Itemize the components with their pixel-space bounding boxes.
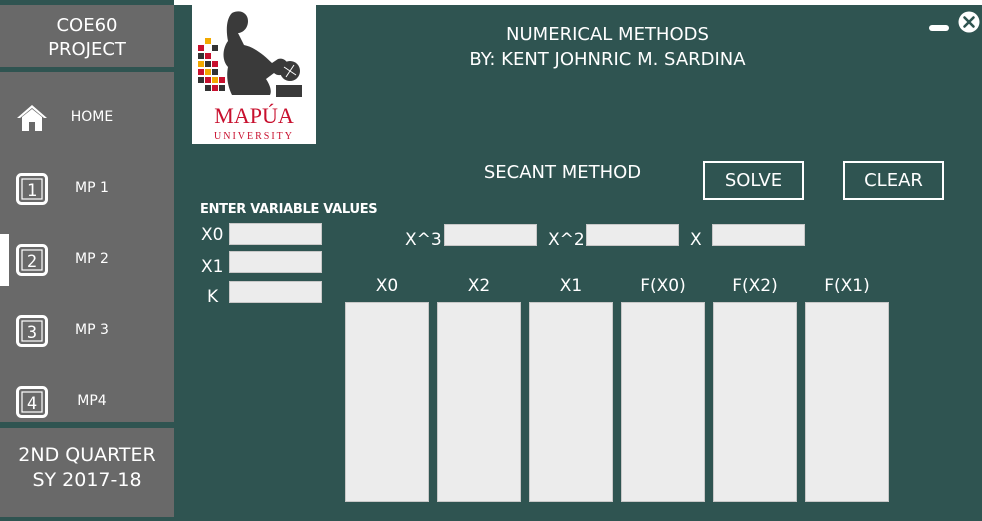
sidebar-item-mp1[interactable]: 1 MP 1: [0, 163, 174, 215]
svg-text:1: 1: [27, 181, 37, 201]
project-code: COE60: [56, 15, 118, 36]
x1-input[interactable]: [229, 251, 322, 273]
title-line-2: BY: KENT JOHNRIC M. SARDINA: [469, 49, 746, 70]
results-list-fx2[interactable]: [713, 302, 797, 502]
close-icon: [958, 11, 980, 33]
project-label: PROJECT: [48, 39, 126, 60]
home-icon: [17, 105, 47, 131]
university-logo: MAPÚA UNIVERSITY: [192, 5, 316, 144]
sidebar-nav: HOME 1 MP 1 2 MP 2: [0, 72, 174, 422]
number-two-icon: 2: [16, 244, 48, 276]
column-header-x1: X1: [559, 276, 583, 296]
active-indicator: [0, 234, 9, 286]
title-line-1: NUMERICAL METHODS: [506, 24, 709, 45]
x1-label: X1: [201, 257, 224, 277]
x-squared-label: X^2: [548, 230, 585, 250]
solve-button[interactable]: SOLVE: [703, 161, 804, 200]
minimize-button[interactable]: [928, 17, 950, 31]
sidebar-item-mp4[interactable]: 4 MP4: [0, 376, 174, 428]
x-input[interactable]: [712, 224, 805, 246]
x-label: X: [690, 230, 702, 250]
sidebar-item-label: MP 1: [75, 180, 109, 196]
method-title: SECANT METHOD: [483, 162, 642, 183]
results-list-x2[interactable]: [437, 302, 521, 502]
svg-text:3: 3: [27, 323, 37, 343]
x0-label: X0: [201, 225, 224, 245]
svg-text:UNIVERSITY: UNIVERSITY: [214, 131, 294, 142]
number-four-icon: 4: [16, 386, 48, 418]
results-list-fx0[interactable]: [621, 302, 705, 502]
minimize-icon: [929, 25, 949, 31]
number-one-icon: 1: [16, 173, 48, 205]
close-button[interactable]: [958, 11, 980, 33]
sidebar-item-label: MP 2: [75, 251, 109, 267]
svg-text:4: 4: [27, 394, 37, 414]
sidebar-item-home[interactable]: HOME: [0, 92, 174, 144]
sidebar-item-mp2[interactable]: 2 MP 2: [0, 234, 174, 286]
results-list-x0[interactable]: [345, 302, 429, 502]
column-header-fx1: F(X1): [824, 276, 870, 296]
sidebar-item-label: MP4: [77, 393, 107, 409]
x-cubed-input[interactable]: [444, 224, 537, 246]
k-input[interactable]: [229, 281, 322, 303]
x-cubed-label: X^3: [405, 230, 442, 250]
sidebar: COE60 PROJECT HOME 1 MP 1: [0, 0, 174, 521]
x-squared-input[interactable]: [586, 224, 679, 246]
school-year-label: SY 2017-18: [32, 469, 142, 491]
sidebar-footer: 2ND QUARTER SY 2017-18: [0, 428, 174, 517]
svg-text:MAPÚA: MAPÚA: [214, 103, 294, 128]
input-heading: ENTER VARIABLE VALUES: [200, 202, 378, 217]
sidebar-item-label: HOME: [70, 109, 114, 125]
sidebar-item-mp3[interactable]: 3 MP 3: [0, 305, 174, 357]
page-title: NUMERICAL METHODS BY: KENT JOHNRIC M. SA…: [430, 22, 785, 72]
number-three-icon: 3: [16, 315, 48, 347]
column-header-fx0: F(X0): [640, 276, 686, 296]
column-header-x2: X2: [467, 276, 491, 296]
results-list-x1[interactable]: [529, 302, 613, 502]
column-header-x0: X0: [375, 276, 399, 296]
sidebar-item-label: MP 3: [75, 322, 109, 338]
results-list-fx1[interactable]: [805, 302, 889, 502]
quarter-label: 2ND QUARTER: [18, 444, 156, 466]
top-border: [174, 0, 982, 5]
clear-button[interactable]: CLEAR: [843, 161, 944, 200]
k-label: K: [207, 287, 219, 307]
sidebar-header: COE60 PROJECT: [0, 5, 174, 67]
svg-text:2: 2: [27, 252, 37, 272]
logo-emblem: MAPÚA UNIVERSITY: [198, 11, 302, 142]
x0-input[interactable]: [229, 223, 322, 245]
column-header-fx2: F(X2): [732, 276, 778, 296]
